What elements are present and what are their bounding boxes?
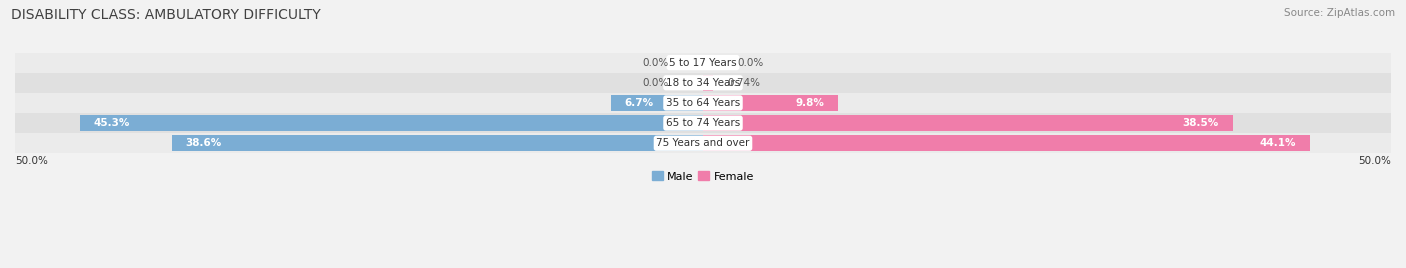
Text: 75 Years and over: 75 Years and over xyxy=(657,138,749,148)
Bar xyxy=(15,93,1391,113)
Bar xyxy=(15,73,1391,93)
Text: 9.8%: 9.8% xyxy=(796,98,824,108)
Bar xyxy=(80,115,703,131)
Bar xyxy=(15,53,1391,73)
Bar xyxy=(172,135,703,151)
Legend: Male, Female: Male, Female xyxy=(647,167,759,186)
Text: 0.0%: 0.0% xyxy=(737,58,763,68)
Bar xyxy=(703,115,1233,131)
Text: 6.7%: 6.7% xyxy=(624,98,654,108)
Text: 65 to 74 Years: 65 to 74 Years xyxy=(666,118,740,128)
Text: Source: ZipAtlas.com: Source: ZipAtlas.com xyxy=(1284,8,1395,18)
Bar xyxy=(703,95,838,111)
Text: 0.0%: 0.0% xyxy=(643,78,669,88)
Text: 0.0%: 0.0% xyxy=(643,58,669,68)
Text: 50.0%: 50.0% xyxy=(1358,156,1391,166)
Text: 0.74%: 0.74% xyxy=(727,78,759,88)
Text: 44.1%: 44.1% xyxy=(1260,138,1296,148)
Text: 50.0%: 50.0% xyxy=(15,156,48,166)
Text: 5 to 17 Years: 5 to 17 Years xyxy=(669,58,737,68)
Text: 38.6%: 38.6% xyxy=(186,138,222,148)
Bar xyxy=(15,113,1391,133)
Text: DISABILITY CLASS: AMBULATORY DIFFICULTY: DISABILITY CLASS: AMBULATORY DIFFICULTY xyxy=(11,8,321,22)
Text: 35 to 64 Years: 35 to 64 Years xyxy=(666,98,740,108)
Bar xyxy=(703,75,713,91)
Bar xyxy=(703,135,1310,151)
Bar xyxy=(610,95,703,111)
Bar xyxy=(15,133,1391,153)
Text: 18 to 34 Years: 18 to 34 Years xyxy=(666,78,740,88)
Text: 45.3%: 45.3% xyxy=(93,118,129,128)
Text: 38.5%: 38.5% xyxy=(1182,118,1219,128)
